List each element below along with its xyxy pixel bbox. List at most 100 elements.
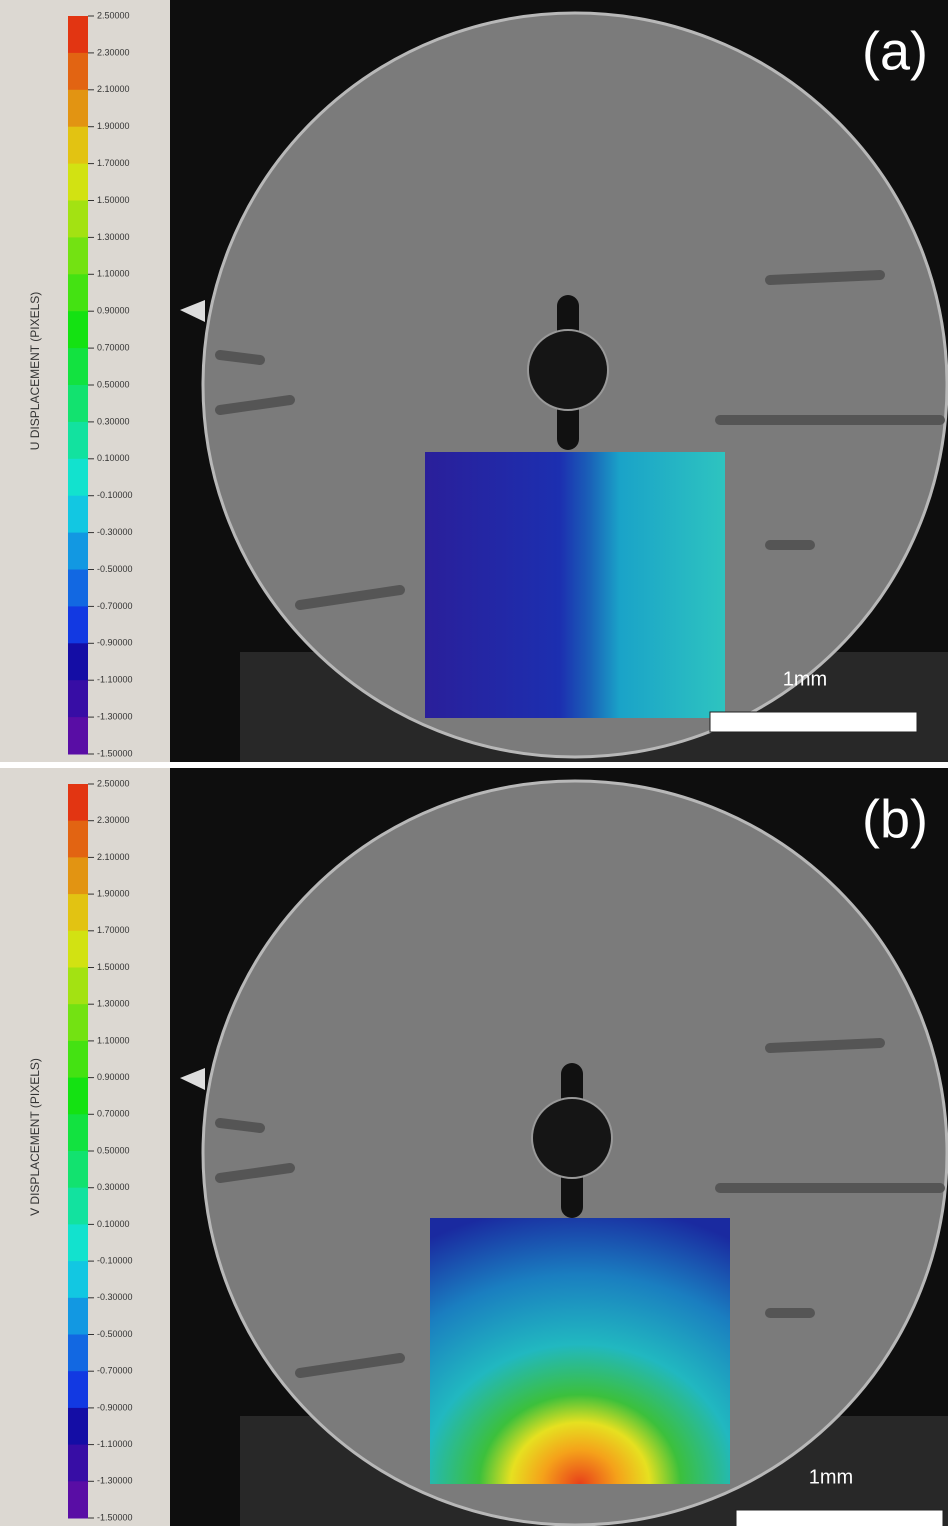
colorbar-segment bbox=[68, 1114, 88, 1151]
colorbar-tick-label: 0.90000 bbox=[97, 1072, 130, 1082]
colorbar-tick-label: 2.10000 bbox=[97, 852, 130, 862]
colorbar-segment bbox=[68, 1371, 88, 1408]
colorbar-tick-label: -1.10000 bbox=[97, 1439, 133, 1449]
colorbar-segment bbox=[68, 422, 88, 459]
colorbar-tick-label: -0.10000 bbox=[97, 490, 133, 500]
colorbar-segment bbox=[68, 1224, 88, 1261]
colorbar-tick-label: 0.90000 bbox=[97, 306, 130, 316]
colorbar-segment bbox=[68, 164, 88, 201]
displacement-map bbox=[430, 1218, 730, 1484]
colorbar-tick-label: -1.30000 bbox=[97, 1476, 133, 1486]
page: {"panels": [ {"label": "(a)", "colorbar_… bbox=[0, 0, 948, 1526]
colorbar-tick-label: 0.10000 bbox=[97, 453, 130, 463]
colorbar-tick-label: 0.30000 bbox=[97, 1182, 130, 1192]
colorbar-segment bbox=[68, 1041, 88, 1078]
colorbar-tick-label: -1.30000 bbox=[97, 711, 133, 721]
colorbar-segment bbox=[68, 1261, 88, 1298]
colorbar-tick-label: -0.70000 bbox=[97, 601, 133, 611]
colorbar-tick-label: 0.10000 bbox=[97, 1219, 130, 1229]
colorbar-tick-label: 1.70000 bbox=[97, 925, 130, 935]
colorbar-segment bbox=[68, 1445, 88, 1482]
colorbar-tick-label: -0.50000 bbox=[97, 1329, 133, 1339]
mark bbox=[220, 1123, 260, 1128]
colorbar-segment bbox=[68, 717, 88, 754]
scale-bar bbox=[736, 1510, 943, 1526]
scale-bar bbox=[710, 712, 917, 732]
colorbar-tick-label: 1.90000 bbox=[97, 121, 130, 131]
colorbar-tick-label: -0.30000 bbox=[97, 527, 133, 537]
colorbar-tick-label: 0.50000 bbox=[97, 379, 130, 389]
colorbar-tick-label: 0.50000 bbox=[97, 1145, 130, 1155]
colorbar-segment bbox=[68, 274, 88, 311]
colorbar-segment bbox=[68, 1408, 88, 1445]
colorbar-tick-label: -0.90000 bbox=[97, 1402, 133, 1412]
colorbar-segment bbox=[68, 496, 88, 533]
colorbar-segment bbox=[68, 1481, 88, 1518]
colorbar-segment bbox=[68, 857, 88, 894]
colorbar-segment bbox=[68, 53, 88, 90]
colorbar-segment bbox=[68, 784, 88, 821]
colorbar-tick-label: 0.70000 bbox=[97, 1109, 130, 1119]
colorbar-tick-label: 1.10000 bbox=[97, 1035, 130, 1045]
keyhole bbox=[532, 1098, 612, 1178]
colorbar-segment bbox=[68, 237, 88, 274]
displacement-map bbox=[425, 452, 725, 718]
colorbar-segment bbox=[68, 533, 88, 570]
colorbar-segment bbox=[68, 1078, 88, 1115]
colorbar-tick-label: 2.30000 bbox=[97, 815, 130, 825]
scale-bar-label: 1mm bbox=[809, 1466, 853, 1488]
colorbar-segment bbox=[68, 931, 88, 968]
figure: 2.50000 2.30000 2.10000 1.90000 1.70000 1.500… bbox=[0, 0, 948, 1526]
colorbar-title: U DISPLACEMENT (PIXELS) bbox=[28, 292, 42, 450]
panel-label: (b) bbox=[862, 789, 928, 849]
colorbar-segment bbox=[68, 821, 88, 858]
colorbar-tick-label: 1.30000 bbox=[97, 999, 130, 1009]
colorbar-segment bbox=[68, 459, 88, 496]
colorbar-title: V DISPLACEMENT (PIXELS) bbox=[28, 1058, 42, 1216]
colorbar-segment bbox=[68, 570, 88, 607]
colorbar-tick-label: -0.50000 bbox=[97, 564, 133, 574]
mark bbox=[770, 1043, 880, 1048]
colorbar-segment bbox=[68, 201, 88, 238]
panel: 2.50000 2.30000 2.10000 1.90000 1.70000 1.500… bbox=[0, 768, 948, 1526]
colorbar-tick-label: 2.30000 bbox=[97, 47, 130, 57]
colorbar-tick-label: 1.30000 bbox=[97, 232, 130, 242]
colorbar-tick-label: -1.50000 bbox=[97, 748, 133, 758]
colorbar-tick-label: -0.30000 bbox=[97, 1292, 133, 1302]
colorbar-tick-label: 1.10000 bbox=[97, 269, 130, 279]
colorbar-segment bbox=[68, 1151, 88, 1188]
keyhole bbox=[528, 330, 608, 410]
colorbar-tick-label: 1.50000 bbox=[97, 195, 130, 205]
colorbar-tick-label: -0.10000 bbox=[97, 1255, 133, 1265]
colorbar-tick-label: 2.50000 bbox=[97, 10, 130, 20]
colorbar-tick-label: 2.50000 bbox=[97, 778, 130, 788]
colorbar-segment bbox=[68, 127, 88, 164]
colorbar-segment bbox=[68, 606, 88, 643]
colorbar-segment bbox=[68, 16, 88, 53]
panel-label: (a) bbox=[862, 21, 928, 81]
colorbar-tick-label: -0.70000 bbox=[97, 1366, 133, 1376]
colorbar-segment bbox=[68, 968, 88, 1005]
mark bbox=[770, 275, 880, 280]
colorbar-segment bbox=[68, 1004, 88, 1041]
colorbar-tick-label: 1.50000 bbox=[97, 962, 130, 972]
scale-bar-label: 1mm bbox=[783, 668, 827, 690]
colorbar-tick-label: 1.70000 bbox=[97, 158, 130, 168]
colorbar-segment bbox=[68, 1335, 88, 1372]
colorbar-segment bbox=[68, 90, 88, 127]
colorbar-segment bbox=[68, 643, 88, 680]
mark bbox=[220, 355, 260, 360]
colorbar-tick-label: 0.70000 bbox=[97, 342, 130, 352]
colorbar-tick-label: -1.50000 bbox=[97, 1512, 133, 1522]
colorbar-tick-label: 2.10000 bbox=[97, 84, 130, 94]
colorbar-segment bbox=[68, 1298, 88, 1335]
colorbar-segment bbox=[68, 348, 88, 385]
colorbar-segment bbox=[68, 311, 88, 348]
colorbar-tick-label: -0.90000 bbox=[97, 638, 133, 648]
colorbar-segment bbox=[68, 1188, 88, 1225]
colorbar-tick-label: 1.90000 bbox=[97, 888, 130, 898]
colorbar-segment bbox=[68, 894, 88, 931]
colorbar-tick-label: -1.10000 bbox=[97, 675, 133, 685]
colorbar-segment bbox=[68, 385, 88, 422]
colorbar-tick-label: 0.30000 bbox=[97, 416, 130, 426]
